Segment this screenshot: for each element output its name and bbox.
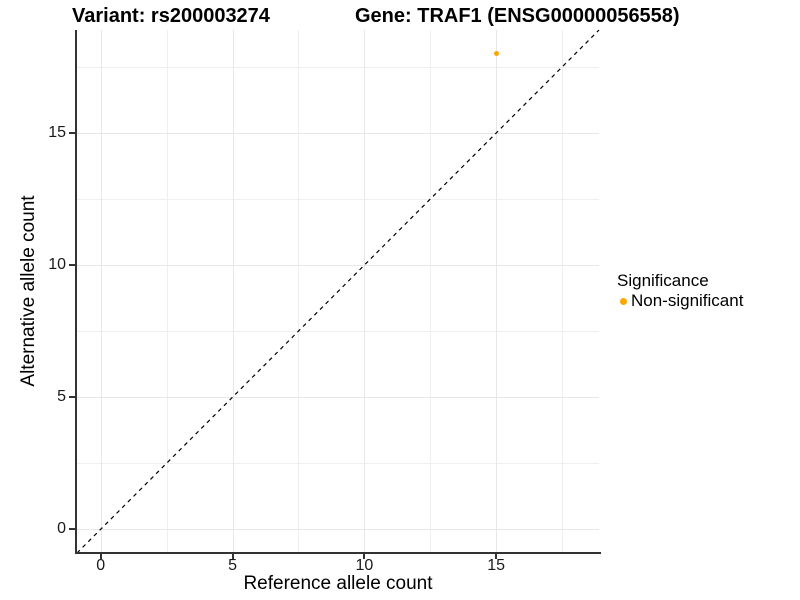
y-minor-gridline: [77, 199, 599, 201]
x-axis-title: Reference allele count: [243, 573, 433, 594]
y-major-gridline: [77, 397, 599, 399]
y-major-gridline: [77, 265, 599, 267]
x-major-gridline: [100, 30, 102, 553]
x-tick-mark: [99, 554, 102, 559]
y-axis-title: Alternative allele count: [18, 195, 39, 387]
x-tick-label: 15: [487, 557, 506, 574]
x-minor-gridline: [298, 30, 300, 553]
plot-title-gene: Gene: TRAF1 (ENSG00000056558): [355, 5, 680, 27]
x-axis-line: [75, 552, 601, 554]
x-tick-label: 0: [96, 557, 106, 574]
x-tick-mark: [363, 554, 366, 559]
legend: Significance Non-significant: [617, 271, 743, 310]
y-major-gridline: [77, 529, 599, 531]
x-tick-label: 10: [355, 557, 374, 574]
x-tick-mark: [495, 554, 498, 559]
y-tick-mark: [69, 528, 75, 531]
y-tick-label: 10: [48, 256, 66, 274]
x-major-gridline: [496, 30, 498, 553]
legend-title: Significance: [617, 271, 709, 290]
x-minor-gridline: [562, 30, 564, 553]
data-point: [493, 51, 499, 57]
legend-item-label: Non-significant: [631, 291, 744, 310]
y-tick-mark: [69, 264, 75, 267]
x-minor-gridline: [430, 30, 432, 553]
y-minor-gridline: [77, 463, 599, 465]
plot-panel: [76, 29, 600, 554]
legend-item-non-significant: Non-significant: [617, 292, 743, 310]
x-major-gridline: [232, 30, 234, 553]
y-minor-gridline: [77, 331, 599, 333]
y-tick-label: 15: [48, 124, 66, 141]
y-major-gridline: [77, 133, 599, 134]
plot-title-variant: Variant: rs200003274: [72, 5, 270, 27]
identity-dashed-line: [76, 29, 600, 554]
y-axis-line: [75, 30, 77, 554]
y-minor-gridline: [77, 66, 599, 68]
y-tick-label: 0: [57, 520, 66, 538]
legend-point-icon: [620, 297, 627, 305]
x-major-gridline: [364, 30, 366, 553]
x-minor-gridline: [166, 30, 168, 553]
y-tick-mark: [69, 396, 75, 399]
x-tick-label: 5: [228, 557, 237, 574]
y-tick-label: 5: [57, 388, 66, 406]
y-tick-mark: [69, 132, 75, 134]
x-tick-mark: [231, 554, 234, 559]
